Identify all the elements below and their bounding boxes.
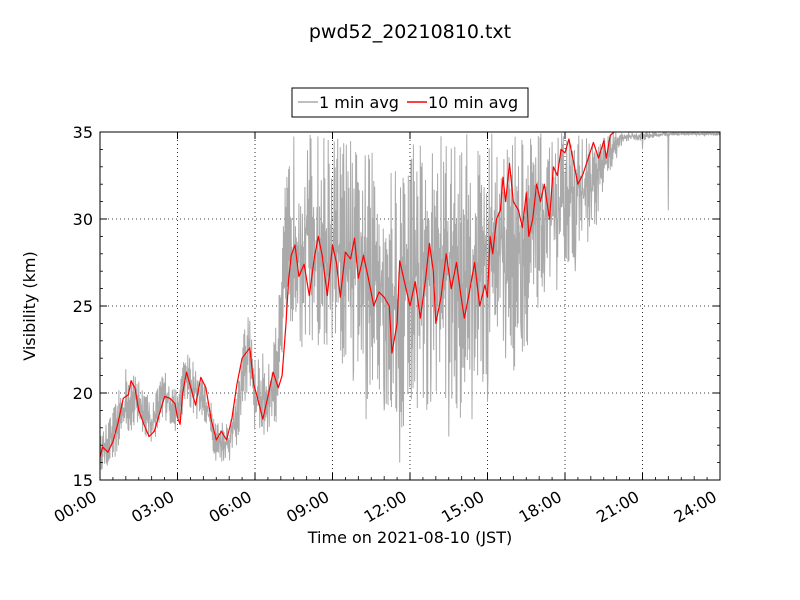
y-tick-label: 20 <box>73 384 93 403</box>
legend: 1 min avg 10 min avg <box>291 87 529 118</box>
grid <box>100 132 720 480</box>
chart-title: pwd52_20210810.txt <box>309 21 511 43</box>
x-axis-label: Time on 2021-08-10 (JST) <box>307 528 512 547</box>
legend-label-1min: 1 min avg <box>319 93 399 112</box>
y-tick-label: 25 <box>73 297 93 316</box>
y-tick-label: 30 <box>73 210 93 229</box>
series-10min-avg-line <box>100 132 615 458</box>
series-1min-avg-line <box>100 132 720 470</box>
series-layer <box>100 132 720 470</box>
y-axis-label: Visibility (km) <box>20 251 39 360</box>
y-tick-label: 35 <box>73 123 93 142</box>
y-tick-label: 15 <box>73 471 93 490</box>
legend-label-10min: 10 min avg <box>428 93 518 112</box>
